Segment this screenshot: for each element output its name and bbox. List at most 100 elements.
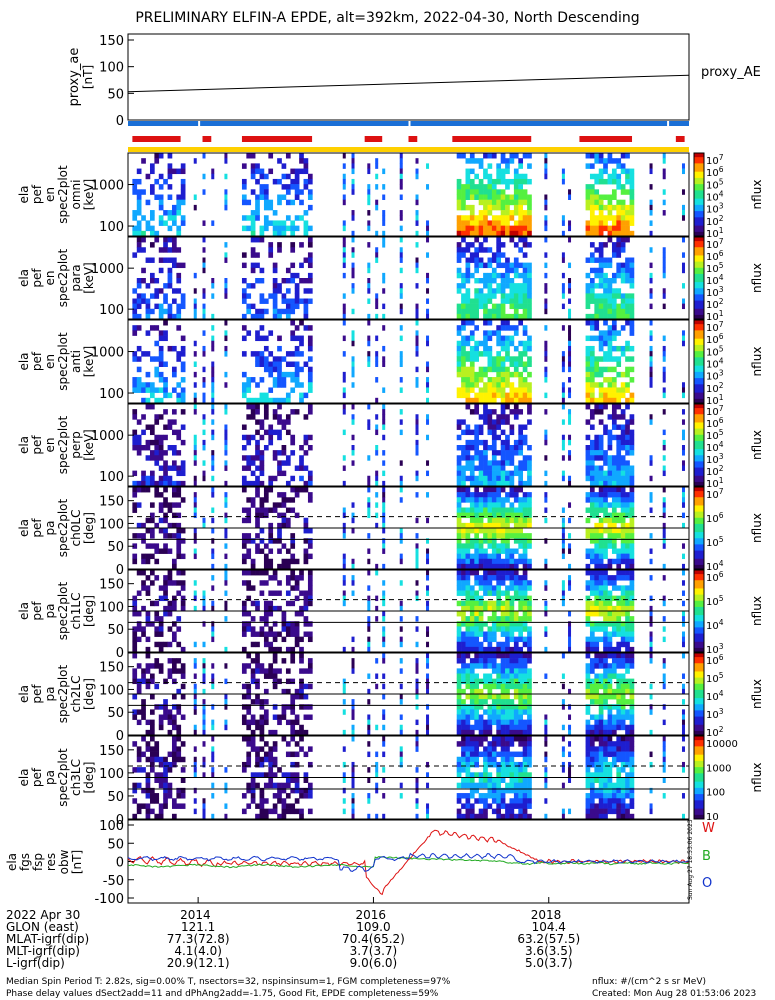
- spectrogram-cell: [629, 600, 635, 607]
- spectrogram-cell: [522, 283, 528, 289]
- colorbar-segment: [694, 342, 704, 346]
- spectrogram-cell: [662, 616, 666, 622]
- spectrogram-cell: [589, 694, 595, 700]
- spectrogram-cell: [469, 313, 475, 320]
- spectrogram-cell: [224, 465, 228, 471]
- spectrogram-cell: [456, 636, 462, 643]
- spectrogram-cell: [171, 247, 177, 253]
- spectrogram-cell: [620, 230, 626, 237]
- spectrogram-cell: [367, 507, 371, 513]
- spectrogram-cell: [629, 653, 635, 659]
- spectrogram-cell: [491, 387, 497, 393]
- spectrogram-cell: [211, 663, 215, 669]
- spectrogram-cell: [167, 475, 173, 482]
- spectrogram-cell: [603, 563, 608, 570]
- spectrogram-cell: [544, 340, 548, 347]
- spectrogram-cell: [176, 397, 182, 404]
- spectrogram-cell: [561, 475, 565, 482]
- spectrogram-cell: [544, 377, 548, 383]
- colorbar-segment: [694, 334, 704, 337]
- spectrogram-cell: [616, 487, 622, 493]
- colorbar-segment: [694, 171, 704, 175]
- spectrogram-cell: [589, 450, 595, 456]
- spectrogram-cell: [246, 225, 252, 232]
- spectrogram-cell: [616, 553, 622, 560]
- spectrogram-cell: [456, 626, 462, 632]
- spectrogram-cell: [255, 330, 260, 336]
- spectrogram-cell: [589, 225, 595, 232]
- spectrogram-cell: [399, 303, 403, 310]
- spectrogram-cell: [478, 502, 484, 508]
- spectrogram-cell: [620, 663, 626, 669]
- spectrogram-cell: [598, 267, 604, 274]
- colorbar-segment: [694, 495, 704, 498]
- spectrogram-cell: [246, 460, 252, 466]
- spectrogram-cell: [616, 313, 622, 320]
- spectrogram-cell: [603, 641, 608, 648]
- colorbar-segment: [694, 528, 704, 531]
- spectrogram-cell: [513, 272, 519, 279]
- spectrogram-cell: [375, 445, 379, 451]
- spectrogram-cell: [649, 419, 653, 425]
- spectrogram-cell: [544, 497, 548, 503]
- spectrogram-cell: [607, 688, 613, 695]
- spectrogram-cell: [603, 553, 608, 560]
- spectrogram-cell: [483, 215, 488, 221]
- spectrogram-cell: [246, 704, 252, 710]
- spectrogram-cell: [620, 409, 626, 415]
- spectrogram-cell: [561, 600, 565, 607]
- spectrogram-cell: [629, 465, 635, 471]
- spectrogram-cell: [461, 658, 466, 664]
- colorbar-segment: [694, 475, 704, 479]
- spectrogram-cell: [518, 480, 524, 487]
- spectrogram-cell: [290, 558, 296, 565]
- spectrogram-cell: [281, 397, 287, 404]
- spectrogram-cell: [509, 621, 515, 627]
- spectrogram-cell: [342, 153, 346, 159]
- spectrogram-cell: [568, 533, 572, 539]
- spectrogram-cell: [568, 340, 572, 347]
- colorbar-segment: [694, 487, 704, 490]
- spectrogram-cell: [544, 392, 548, 399]
- spectrogram-cell: [589, 283, 595, 289]
- spectrogram-cell: [496, 694, 502, 700]
- colorbar-tick-label: 106: [706, 165, 724, 179]
- spectrogram-cell: [620, 278, 626, 284]
- spectrogram-cell: [505, 480, 510, 487]
- spectrogram-cell: [522, 293, 528, 299]
- spectrogram-cell: [487, 590, 493, 596]
- spectrogram-cell: [491, 308, 497, 315]
- spectrogram-ylabel-unit: [keV]: [82, 179, 96, 210]
- spectrogram-cell: [544, 325, 548, 331]
- spectrogram-cell: [290, 184, 296, 190]
- spectrogram-cell: [299, 278, 304, 284]
- spectrogram-cell: [491, 522, 497, 529]
- spectrogram-cell: [483, 409, 488, 415]
- spectrogram-cell: [496, 714, 502, 720]
- spectrogram-cell: [598, 663, 604, 669]
- spectrogram-cell: [611, 663, 617, 669]
- spectrogram-cell: [607, 178, 613, 185]
- proxy-ae-bar-gap: [408, 121, 411, 126]
- spectrogram-cell: [522, 678, 528, 685]
- spectrogram-cell: [303, 605, 309, 612]
- spectrogram-ylabel: en: [43, 354, 57, 369]
- spectrogram-cell: [259, 298, 265, 304]
- spectrogram-cell: [193, 460, 197, 466]
- spectrogram-cell: [272, 653, 278, 659]
- spectrogram-cell: [616, 663, 622, 669]
- spectrogram-cell: [616, 517, 622, 524]
- spectrogram-cell: [465, 247, 471, 253]
- spectrogram-cell: [461, 204, 466, 211]
- spectrogram-cell: [629, 325, 635, 331]
- spectrogram-cell: [607, 460, 613, 466]
- spectrogram-cell: [307, 585, 313, 591]
- spectrogram-cell: [176, 450, 182, 456]
- spectrogram-cell: [620, 308, 626, 315]
- spectrogram-cell: [294, 575, 300, 581]
- spectrogram-cell: [522, 663, 528, 669]
- spectrogram-cell: [193, 699, 197, 705]
- spectrogram-cell: [491, 570, 497, 576]
- spectrogram-cell: [607, 199, 613, 206]
- spectrogram-cell: [478, 439, 484, 446]
